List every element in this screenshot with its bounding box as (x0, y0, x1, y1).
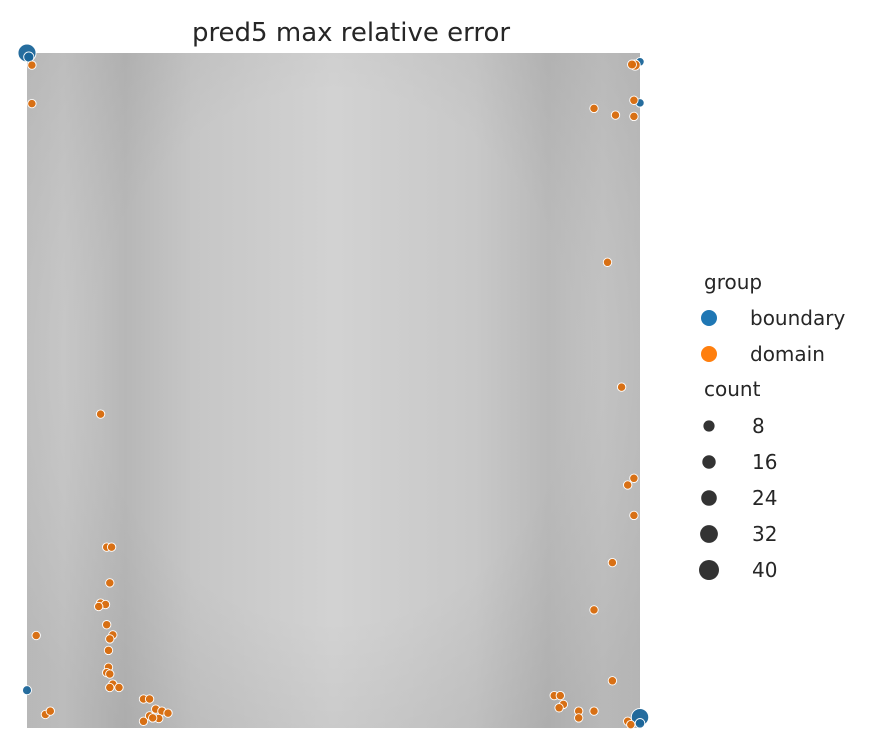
scatter-point-domain-32 (105, 682, 115, 693)
plot-background-shading (27, 53, 640, 728)
scatter-point-domain-23 (102, 620, 112, 630)
scatter-point-domain-33 (31, 630, 41, 641)
legend-size-marker-40 (699, 560, 719, 580)
scatter-points (17, 43, 650, 730)
scatter-point-domain-1 (27, 98, 37, 109)
legend-size-label-16: 16 (752, 450, 777, 474)
legend-size-marker-24 (701, 490, 717, 506)
legend-size-label-24: 24 (752, 486, 777, 510)
scatter-point-domain-8 (602, 257, 613, 267)
scatter-point-domain-9 (616, 382, 627, 392)
scatter-point-domain-48 (554, 703, 564, 713)
legend-size-title: count (704, 377, 761, 401)
scatter-point-domain-25 (105, 634, 115, 644)
scatter-point-domain-6 (629, 95, 639, 105)
legend-hue-title: group (704, 270, 762, 294)
scatter-point-domain-46 (555, 690, 565, 701)
legend-marker-domain (701, 346, 717, 362)
scatter-point-domain-37 (144, 694, 155, 704)
plot-area (17, 43, 650, 730)
scatter-point-domain-19 (105, 578, 115, 588)
scatter-point-domain-35 (45, 706, 55, 716)
legend-label-boundary: boundary (750, 306, 845, 330)
scatter-point-domain-42 (163, 708, 173, 718)
scatter-point-domain-22 (94, 601, 104, 612)
legend-marker-boundary (701, 310, 717, 326)
legend-label-domain: domain (750, 342, 825, 366)
scatter-point-domain-51 (589, 706, 599, 716)
legend-size-marker-16 (702, 455, 716, 469)
scatter-point-boundary-6 (634, 718, 646, 729)
legend-size-label-8: 8 (752, 414, 765, 438)
scatter-point-domain-43 (138, 716, 149, 726)
scatter-point-domain-13 (629, 510, 639, 521)
scatter-point-boundary-4 (22, 685, 32, 696)
legend: group boundary domain count 8 16 24 32 40 (699, 270, 845, 582)
legend-size-label-40: 40 (752, 558, 777, 582)
scatter-point-domain-14 (607, 557, 618, 568)
legend-size-label-32: 32 (752, 522, 777, 546)
scatter-point-domain-12 (623, 480, 633, 490)
scatter-point-domain-53 (626, 719, 636, 730)
scatter-point-domain-44 (148, 713, 158, 723)
scatter-point-domain-31 (114, 682, 124, 693)
legend-size-marker-8 (703, 420, 715, 432)
scatter-point-domain-11 (629, 473, 639, 483)
chart-title: pred5 max relative error (192, 18, 510, 48)
legend-size-entries: 8 16 24 32 40 (699, 414, 777, 582)
scatter-point-domain-7 (629, 111, 639, 122)
scatter-point-domain-50 (574, 713, 584, 723)
scatter-point-domain-16 (607, 676, 618, 686)
scatter-point-domain-15 (589, 605, 599, 615)
scatter-point-domain-3 (627, 59, 637, 70)
scatter-point-domain-10 (95, 409, 106, 419)
scatter-point-domain-4 (589, 103, 599, 114)
scatter-point-domain-29 (105, 669, 115, 679)
legend-hue-entries: boundary domain (701, 306, 845, 366)
scatter-point-domain-26 (103, 645, 114, 656)
scatter-point-domain-0 (27, 60, 37, 70)
legend-size-marker-32 (700, 525, 718, 543)
scatter-point-domain-5 (610, 110, 621, 120)
scatter-point-domain-18 (106, 542, 117, 552)
